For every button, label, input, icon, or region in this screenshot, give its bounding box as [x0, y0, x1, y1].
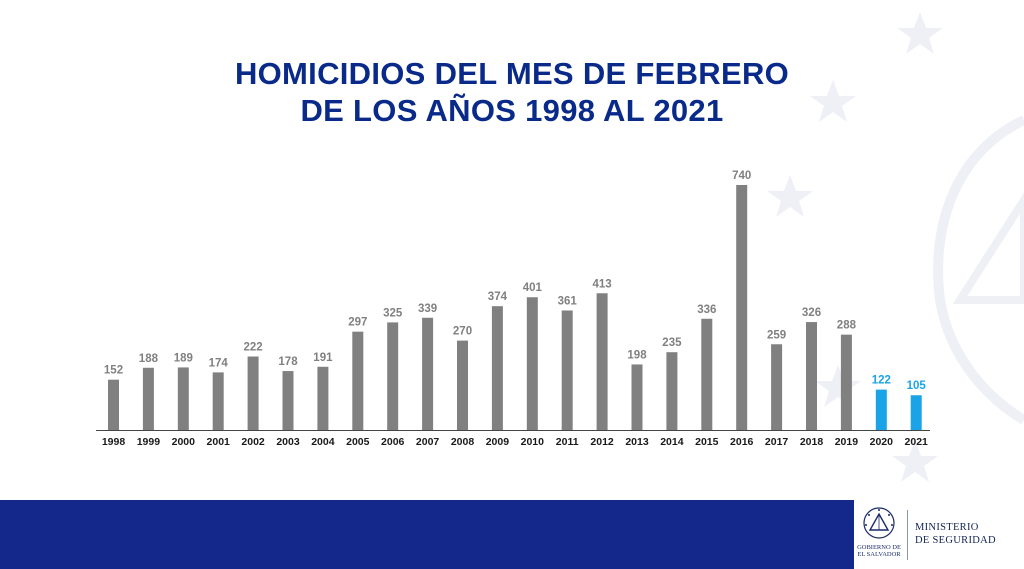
data-label-2014: 235 [662, 337, 682, 349]
bar-2012 [596, 293, 608, 430]
x-tick-label-2020: 2020 [870, 436, 894, 448]
x-tick-label-2019: 2019 [835, 436, 859, 448]
title-line-2: DE LOS AÑOS 1998 AL 2021 [300, 93, 724, 128]
bar-chart: 152 1998 188 1999 189 2000 174 2001 222 2002 178 20… [96, 170, 930, 448]
ministry-name: MINISTERIO DE SEGURIDAD [915, 522, 996, 546]
logo-divider [907, 510, 908, 560]
x-tick-label-2002: 2002 [241, 436, 265, 448]
x-tick-label-2021: 2021 [905, 436, 929, 448]
data-label-2011: 361 [558, 295, 578, 307]
x-tick-label-2012: 2012 [590, 436, 614, 448]
data-label-2006: 325 [383, 307, 403, 319]
x-tick-label-1998: 1998 [102, 436, 126, 448]
star-icon [767, 175, 813, 217]
bar-2013 [631, 364, 643, 430]
bar-2021 [910, 395, 922, 430]
data-label-2012: 413 [593, 278, 612, 290]
data-label-2018: 326 [802, 307, 821, 319]
bar-2018 [806, 322, 817, 430]
data-label-2008: 270 [453, 326, 472, 338]
x-tick-label-2005: 2005 [346, 436, 370, 448]
bar-2006 [387, 322, 399, 430]
star-icon [810, 80, 856, 122]
x-tick-label-2015: 2015 [695, 436, 719, 448]
bar-1999 [142, 367, 154, 430]
bar-2000 [177, 367, 189, 430]
data-label-2015: 336 [697, 304, 716, 316]
footer-bar [0, 500, 1024, 569]
bar-2014 [666, 352, 678, 430]
data-label-1999: 188 [139, 353, 159, 365]
bar-2008 [457, 340, 468, 430]
bar-2017 [771, 344, 783, 430]
bar-2007 [422, 317, 434, 430]
data-label-2007: 339 [418, 303, 437, 315]
bar-2020 [875, 389, 887, 430]
bar-2009 [491, 306, 503, 430]
star-icon [815, 365, 861, 407]
x-tick-label-2007: 2007 [416, 436, 440, 448]
x-tick-label-2003: 2003 [276, 436, 300, 448]
data-label-2021: 105 [907, 380, 927, 392]
data-label-2009: 374 [488, 291, 508, 303]
coat-of-arms-watermark [933, 115, 1024, 425]
data-label-2020: 122 [872, 375, 891, 387]
star-watermark [767, 12, 1024, 482]
star-icon [897, 12, 943, 54]
bar-1998 [108, 379, 119, 430]
coat-of-arms-icon [863, 507, 895, 539]
x-tick-label-2013: 2013 [625, 436, 649, 448]
x-tick-label-1999: 1999 [137, 436, 161, 448]
x-tick-label-2018: 2018 [800, 436, 824, 448]
bar-2005 [352, 331, 364, 430]
data-label-2016: 740 [732, 170, 751, 182]
title-line-1: HOMICIDIOS DEL MES DE FEBRERO [234, 56, 790, 91]
x-tick-label-2011: 2011 [556, 436, 579, 448]
x-tick-label-2014: 2014 [660, 436, 684, 448]
data-label-2001: 174 [209, 357, 229, 369]
data-label-1998: 152 [104, 365, 123, 377]
bar-2010 [526, 297, 538, 430]
bar-2016 [736, 185, 748, 430]
bar-2011 [561, 310, 573, 430]
data-label-2000: 189 [174, 352, 193, 364]
data-label-2019: 288 [837, 320, 857, 332]
x-tick-label-2004: 2004 [311, 436, 335, 448]
data-label-2003: 178 [278, 356, 298, 368]
x-tick-label-2009: 2009 [486, 436, 510, 448]
data-label-2004: 191 [313, 352, 333, 364]
data-label-2010: 401 [523, 282, 543, 294]
x-tick-label-2008: 2008 [451, 436, 475, 448]
bar-2019 [840, 334, 852, 430]
data-label-2002: 222 [244, 342, 263, 354]
x-tick-label-2000: 2000 [172, 436, 196, 448]
star-icon [892, 440, 938, 482]
data-label-2005: 297 [348, 317, 367, 329]
bar-2015 [701, 318, 713, 430]
bar-2003 [282, 371, 294, 430]
triangle-icon [952, 192, 1024, 304]
x-tick-label-2017: 2017 [765, 436, 789, 448]
bar-2001 [212, 372, 224, 430]
government-label: GOBIERNO DE EL SALVADOR [857, 544, 901, 558]
ministry-logo: GOBIERNO DE EL SALVADOR MINISTERIO DE SE… [854, 500, 1024, 569]
x-tick-label-2016: 2016 [730, 436, 754, 448]
bar-2002 [247, 356, 259, 430]
x-tick-label-2010: 2010 [521, 436, 545, 448]
x-tick-label-2006: 2006 [381, 436, 405, 448]
bar-2004 [317, 366, 329, 430]
chart-title: HOMICIDIOS DEL MES DE FEBRERO DE LOS AÑO… [0, 55, 1024, 129]
data-label-2013: 198 [627, 349, 647, 361]
x-tick-label-2001: 2001 [207, 436, 231, 448]
data-label-2017: 259 [767, 329, 786, 341]
